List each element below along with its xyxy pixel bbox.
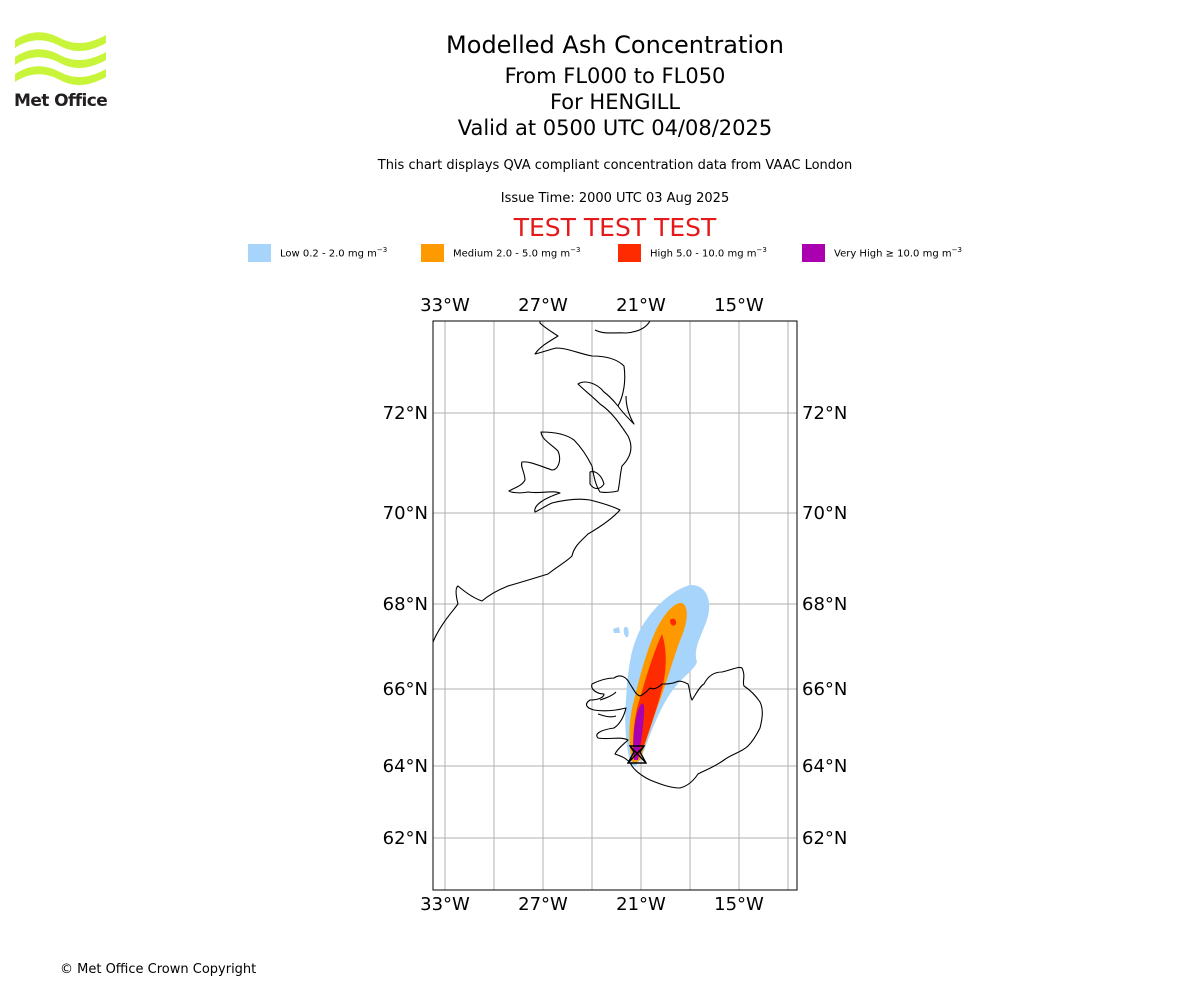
lon-label-bottom: 21°W bbox=[616, 894, 666, 915]
lat-label-right: 62°N bbox=[802, 828, 847, 849]
plume-low-fragment-2 bbox=[623, 626, 629, 638]
lon-label-top: 21°W bbox=[616, 295, 666, 316]
logo-text: Met Office bbox=[14, 91, 108, 111]
legend-item-very-high: Very High ≥ 10.0 mg m−3 bbox=[802, 244, 962, 262]
map-frame bbox=[432, 320, 798, 891]
lat-label-left: 66°N bbox=[383, 679, 428, 700]
greenland-inlet bbox=[589, 471, 605, 490]
met-office-logo: Met Office bbox=[14, 30, 108, 112]
lon-label-bottom: 15°W bbox=[714, 894, 764, 915]
lat-label-right: 70°N bbox=[802, 503, 847, 524]
lat-label-right: 68°N bbox=[802, 594, 847, 615]
lat-label-left: 70°N bbox=[383, 503, 428, 524]
flight-level-range: From FL000 to FL050 bbox=[504, 64, 726, 88]
chart-description: This chart displays QVA compliant concen… bbox=[377, 158, 853, 173]
lat-label-left: 64°N bbox=[383, 756, 428, 777]
legend-swatch-high bbox=[618, 244, 641, 262]
legend-exp-high: −3 bbox=[756, 246, 767, 255]
ash-plume bbox=[613, 584, 710, 768]
legend-swatch-low bbox=[248, 244, 271, 262]
plume-high-spot bbox=[670, 618, 677, 626]
lat-label-left: 72°N bbox=[383, 403, 428, 424]
volcano-triangle-icon bbox=[626, 745, 648, 764]
issue-time: Issue Time: 2000 UTC 03 Aug 2025 bbox=[500, 191, 730, 206]
iceland-westfjord-detail bbox=[597, 691, 617, 718]
test-banner: TEST TEST TEST bbox=[513, 213, 717, 242]
map-axis-labels: 33°W 33°W 27°W 27°W 21°W 21°W 15°W 15°W 72°N 72°N… bbox=[383, 295, 848, 915]
greenland-east-coast bbox=[433, 321, 632, 643]
plume-low-fragment bbox=[613, 627, 620, 633]
met-office-wave-icon bbox=[15, 32, 106, 86]
lon-label-bottom: 33°W bbox=[420, 894, 470, 915]
lat-label-right: 64°N bbox=[802, 756, 847, 777]
lat-label-right: 66°N bbox=[802, 679, 847, 700]
legend-item-high: High 5.0 - 10.0 mg m−3 bbox=[618, 244, 767, 262]
lat-label-right: 72°N bbox=[802, 403, 847, 424]
lat-label-left: 68°N bbox=[383, 594, 428, 615]
legend-swatch-medium bbox=[421, 244, 444, 262]
valid-time: Valid at 0500 UTC 04/08/2025 bbox=[457, 116, 773, 140]
lon-label-top: 33°W bbox=[420, 295, 470, 316]
lon-label-bottom: 27°W bbox=[518, 894, 568, 915]
chart-title: Modelled Ash Concentration bbox=[446, 31, 784, 59]
legend-item-low: Low 0.2 - 2.0 mg m−3 bbox=[248, 244, 387, 262]
concentration-legend: Low 0.2 - 2.0 mg m−3 Medium 2.0 - 5.0 mg… bbox=[0, 244, 1200, 264]
lon-label-top: 27°W bbox=[518, 295, 568, 316]
legend-item-medium: Medium 2.0 - 5.0 mg m−3 bbox=[421, 244, 580, 262]
legend-exp-medium: −3 bbox=[570, 246, 581, 255]
iceland-coast bbox=[585, 666, 763, 789]
legend-exp-very-high: −3 bbox=[951, 246, 962, 255]
greenland-coast-north bbox=[594, 321, 651, 334]
legend-label-high: High 5.0 - 10.0 mg m bbox=[650, 248, 757, 260]
lat-label-left: 62°N bbox=[383, 828, 428, 849]
coastlines bbox=[433, 321, 763, 789]
legend-label-medium: Medium 2.0 - 5.0 mg m bbox=[453, 248, 571, 260]
map-gridlines bbox=[433, 321, 797, 890]
legend-exp-low: −3 bbox=[376, 246, 388, 255]
legend-label-very-high: Very High ≥ 10.0 mg m bbox=[834, 248, 952, 260]
copyright-footer: © Met Office Crown Copyright bbox=[60, 962, 257, 977]
legend-swatch-very-high bbox=[802, 244, 825, 262]
volcano-name: For HENGILL bbox=[549, 90, 681, 114]
lon-label-top: 15°W bbox=[714, 295, 764, 316]
legend-label-low: Low 0.2 - 2.0 mg m bbox=[280, 248, 377, 260]
greenland-coast-northeast bbox=[617, 395, 635, 425]
